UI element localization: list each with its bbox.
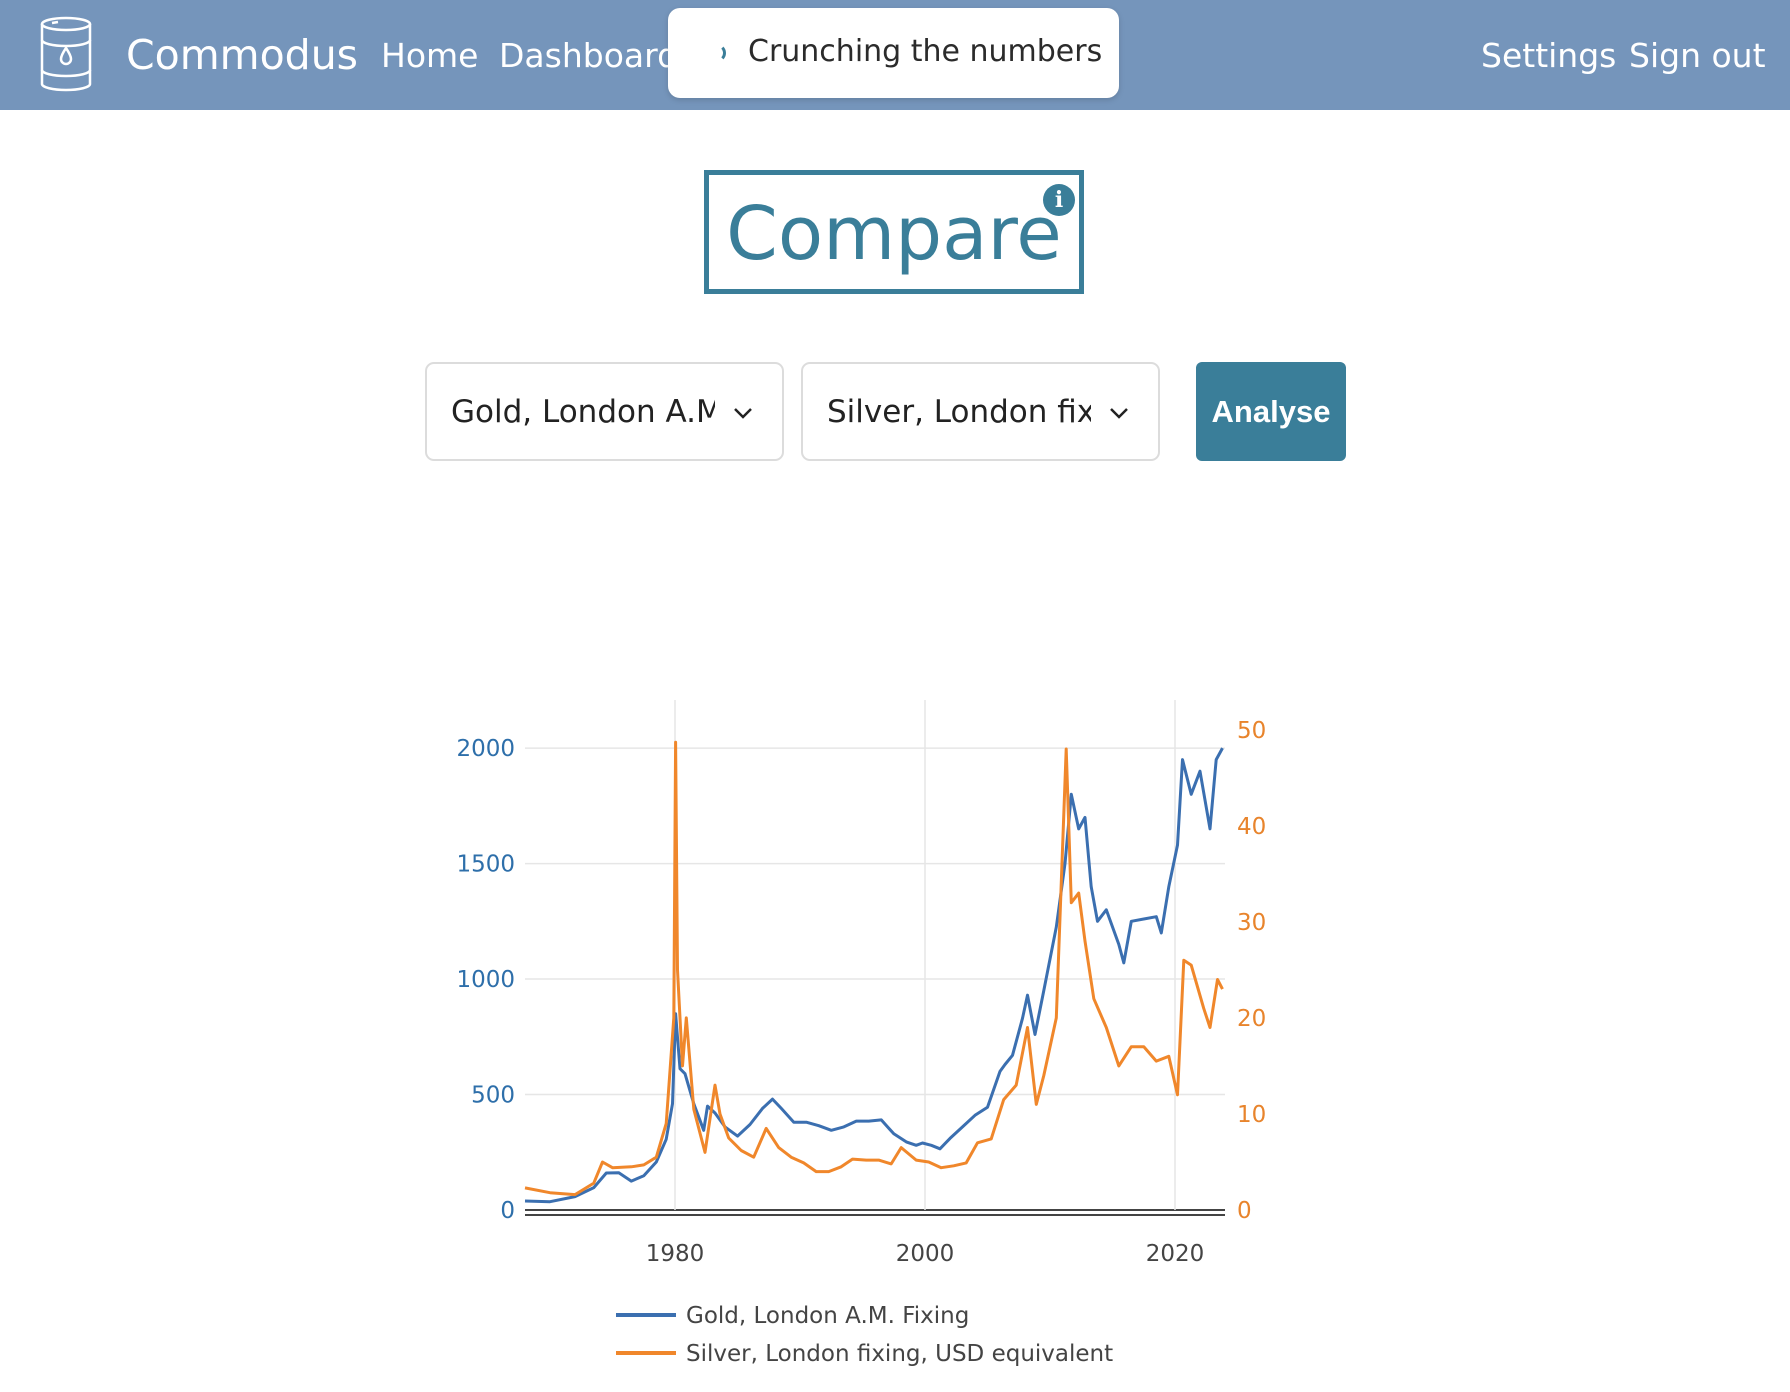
legend-label: Silver, London fixing, USD equivalent	[686, 1341, 1113, 1367]
chevron-down-icon	[1110, 408, 1128, 419]
page-title: Compare	[726, 191, 1062, 277]
y-tick-label-left: 0	[500, 1198, 515, 1224]
select-2-value: Silver, London fixin	[827, 394, 1091, 430]
commodity-select-1[interactable]: Gold, London A.M.	[425, 362, 784, 461]
nav-link-sign-out[interactable]: Sign out	[1629, 36, 1766, 75]
commodity-select-2[interactable]: Silver, London fixin	[801, 362, 1160, 461]
nav-link-dashboard[interactable]: Dashboard	[499, 36, 679, 75]
loading-toast: Crunching the numbers	[668, 8, 1119, 98]
y-tick-label-right: 40	[1237, 814, 1266, 840]
y-tick-label-left: 1000	[456, 967, 515, 993]
x-tick-label: 1980	[646, 1241, 705, 1267]
y-tick-label-left: 1500	[456, 852, 515, 878]
series-line-silver	[524, 740, 1224, 1197]
nav-link-home[interactable]: Home	[381, 36, 479, 75]
y-tick-label-right: 0	[1237, 1198, 1252, 1224]
y-tick-label-left: 2000	[456, 736, 515, 762]
brand-name[interactable]: Commodus	[126, 31, 359, 79]
info-icon[interactable]: i	[1043, 184, 1075, 216]
barrel-icon[interactable]	[38, 14, 94, 94]
y-tick-label-right: 10	[1237, 1102, 1266, 1128]
page-title-box: Compare i	[704, 170, 1084, 294]
legend-label: Gold, London A.M. Fixing	[686, 1303, 969, 1329]
comparison-chart: 0 500 1000 1500 2000 1980 2000 2020 0 10 20 30 40 50 G…	[456, 700, 1266, 1367]
select-1-value: Gold, London A.M.	[451, 394, 715, 430]
series-line-gold	[524, 747, 1224, 1204]
analyse-button[interactable]: Analyse	[1196, 362, 1346, 461]
x-tick-label: 2000	[896, 1241, 955, 1267]
y-tick-label-right: 50	[1237, 718, 1266, 744]
nav-link-settings[interactable]: Settings	[1481, 36, 1617, 75]
spinner-icon	[708, 44, 726, 62]
y-tick-label-right: 20	[1237, 1006, 1266, 1032]
y-tick-label-right: 30	[1237, 910, 1266, 936]
x-tick-label: 2020	[1146, 1241, 1205, 1267]
toast-message: Crunching the numbers	[748, 34, 1103, 69]
chevron-down-icon	[734, 408, 752, 419]
y-tick-label-left: 500	[471, 1083, 515, 1109]
